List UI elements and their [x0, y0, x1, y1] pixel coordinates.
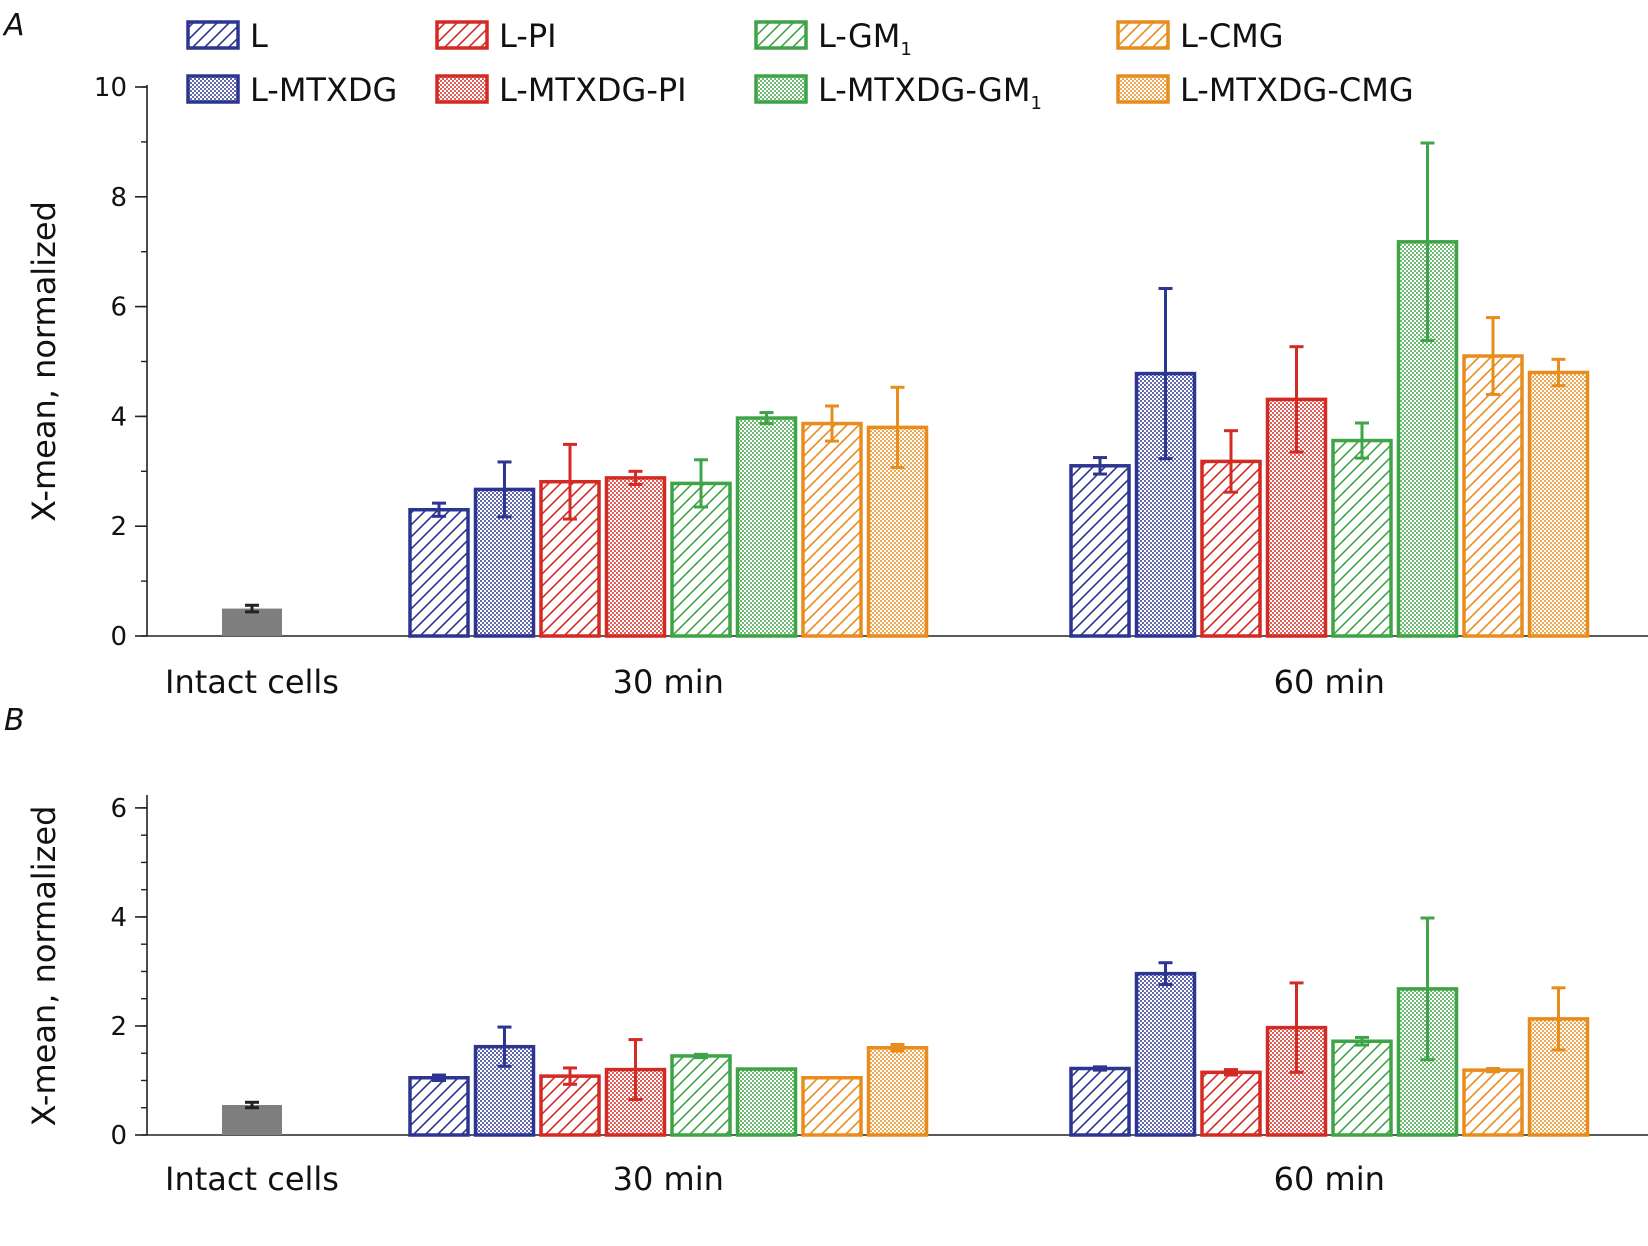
- legend-item-l-mtxdg-pi: L-MTXDG-PI: [435, 71, 687, 109]
- legend-label: L-MTXDG-CMG: [1180, 71, 1414, 109]
- legend-swatch: [186, 74, 240, 104]
- legend-item-l-mtxdg: L-MTXDG: [186, 71, 397, 109]
- bar-l-mtxdg-cmg-30-min: [866, 1046, 929, 1137]
- bar-l-cmg-60-min: [1462, 1068, 1524, 1137]
- y-tick-label: 0: [110, 622, 127, 652]
- legend-swatch: [754, 20, 808, 50]
- legend-label: L-PI: [499, 17, 557, 55]
- panel-letter: B: [4, 703, 25, 738]
- legend-swatch: [186, 20, 240, 50]
- y-axis-label: X-mean, normalized: [25, 806, 63, 1127]
- bar-l-mtxdg-gm1-30-min: [735, 1067, 798, 1137]
- bar-l-pi-60-min: [1200, 1070, 1262, 1137]
- bar-l-mtxdg-60-min: [1134, 971, 1197, 1137]
- bar-l-30-min: [408, 1076, 470, 1137]
- bar-l-30-min: [408, 507, 470, 638]
- x-group-label-intact-cells: Intact cells: [165, 663, 339, 701]
- legend-item-l-mtxdg-gm1: L-MTXDG-GM1: [754, 71, 1042, 114]
- legend-swatch: [435, 74, 489, 104]
- bar-l-gm1-30-min: [670, 1054, 732, 1137]
- y-tick-label: 4: [110, 903, 127, 933]
- y-tick-label: 8: [110, 183, 127, 213]
- x-group-label-60-min: 60 min: [1274, 1160, 1385, 1198]
- legend-swatch: [1116, 20, 1170, 50]
- legend-item-l-cmg: L-CMG: [1116, 17, 1284, 55]
- legend-swatch: [754, 74, 808, 104]
- bar-l-mtxdg-pi-30-min: [604, 476, 667, 638]
- legend-label: L-MTXDG: [250, 71, 397, 109]
- bar-l-60-min: [1069, 1066, 1131, 1137]
- legend: L L-PI L-GM1 L-CMG L-MTXDG L-MTXDG-PI L-MTXDG-…: [186, 17, 1414, 114]
- bar-intact-cells: [222, 1105, 282, 1135]
- x-group-label-30-min: 30 min: [613, 1160, 724, 1198]
- y-tick-label: 6: [110, 794, 127, 824]
- y-tick-label: 10: [94, 73, 127, 103]
- bar-l-gm1-60-min: [1331, 438, 1393, 638]
- legend-label: L-MTXDG-GM1: [818, 71, 1042, 114]
- legend-label: L: [250, 17, 268, 55]
- bar-l-cmg-60-min: [1462, 354, 1524, 638]
- legend-swatch: [1116, 74, 1170, 104]
- y-tick-label: 2: [110, 512, 127, 542]
- legend-label: L-MTXDG-PI: [499, 71, 687, 109]
- bar-l-mtxdg-cmg-60-min: [1527, 370, 1590, 638]
- y-axis-label: X-mean, normalized: [25, 201, 63, 522]
- legend-item-l: L: [186, 17, 268, 55]
- legend-item-l-pi: L-PI: [435, 17, 557, 55]
- x-group-label-intact-cells: Intact cells: [165, 1160, 339, 1198]
- bar-l-cmg-30-min: [801, 1076, 863, 1137]
- panel-letter: A: [2, 8, 25, 43]
- panel-b: B 0 2 4 6 X-mean, normalized Intact cells 30 mi…: [4, 703, 1648, 1198]
- bar-l-60-min: [1069, 464, 1131, 638]
- y-tick-label: 2: [110, 1012, 127, 1042]
- x-group-label-60-min: 60 min: [1274, 663, 1385, 701]
- bar-l-mtxdg-gm1-30-min: [735, 416, 798, 638]
- bar-l-gm1-60-min: [1331, 1039, 1393, 1137]
- bar-l-pi-30-min: [539, 1074, 601, 1137]
- panel-a: A 0 2 4 6 8 10 X-mean, normalized Intact cells 30…: [2, 8, 1648, 701]
- x-group-label-30-min: 30 min: [613, 663, 724, 701]
- y-tick-label: 0: [110, 1121, 127, 1151]
- y-tick-label: 6: [110, 293, 127, 323]
- legend-item-l-gm1: L-GM1: [754, 17, 912, 60]
- legend-label: L-CMG: [1180, 17, 1284, 55]
- y-tick-label: 4: [110, 402, 127, 432]
- legend-label: L-GM1: [818, 17, 912, 60]
- legend-item-l-mtxdg-cmg: L-MTXDG-CMG: [1116, 71, 1414, 109]
- legend-swatch: [435, 20, 489, 50]
- bar-l-cmg-30-min: [801, 421, 863, 638]
